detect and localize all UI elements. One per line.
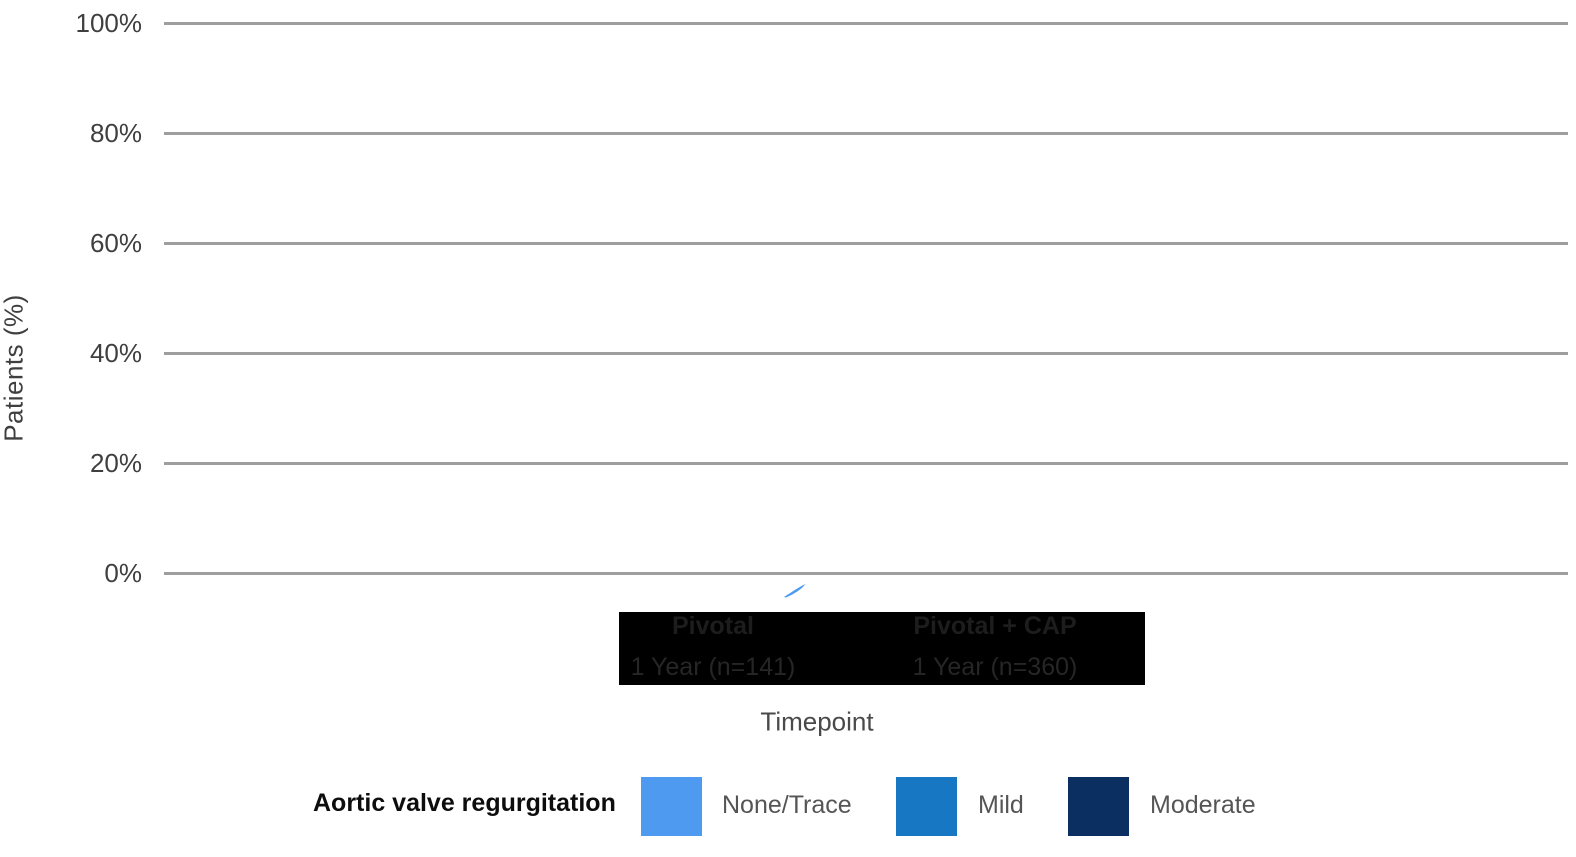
gridline-80 <box>164 132 1568 135</box>
gridline-0 <box>164 572 1568 575</box>
y-tick-label: 60% <box>89 228 142 258</box>
y-tick-label: 80% <box>89 118 142 148</box>
y-tick-label: 0% <box>104 558 142 588</box>
x-axis-title: Timepoint <box>760 706 874 737</box>
swoosh-path <box>784 584 806 598</box>
legend-label-moderate[interactable]: Moderate <box>1150 791 1256 819</box>
gridline-100 <box>164 22 1568 25</box>
gridline-20 <box>164 462 1568 465</box>
legend-swatch-none-trace[interactable] <box>641 777 702 836</box>
x-tick-pivotal-cap[interactable]: Pivotal + CAP 1 Year (n=360) <box>835 606 1155 688</box>
y-tick-label: 100% <box>75 8 143 38</box>
legend-label-mild[interactable]: Mild <box>978 791 1024 819</box>
legend-swatch-moderate[interactable] <box>1068 777 1129 836</box>
gridline-60 <box>164 242 1568 245</box>
x-tick-group-label: Pivotal <box>672 612 754 640</box>
x-tick-sub-label: 1 Year (n=360) <box>912 653 1078 681</box>
x-tick-pivotal[interactable]: Pivotal 1 Year (n=141) <box>553 606 873 688</box>
swoosh-artifact-icon <box>784 584 806 598</box>
legend-swatch-mild[interactable] <box>896 777 957 836</box>
x-tick-sub-label: 1 Year (n=141) <box>630 653 796 681</box>
y-tick-label: 20% <box>89 448 142 478</box>
legend-title: Aortic valve regurgitation <box>313 789 616 817</box>
legend-label-none-trace[interactable]: None/Trace <box>722 791 852 819</box>
x-tick-highlight-box: Pivotal 1 Year (n=141) Pivotal + CAP 1 Y… <box>619 612 1145 685</box>
y-tick-label: 40% <box>89 338 142 368</box>
x-tick-group-label: Pivotal + CAP <box>913 612 1077 640</box>
gridline-40 <box>164 352 1568 355</box>
